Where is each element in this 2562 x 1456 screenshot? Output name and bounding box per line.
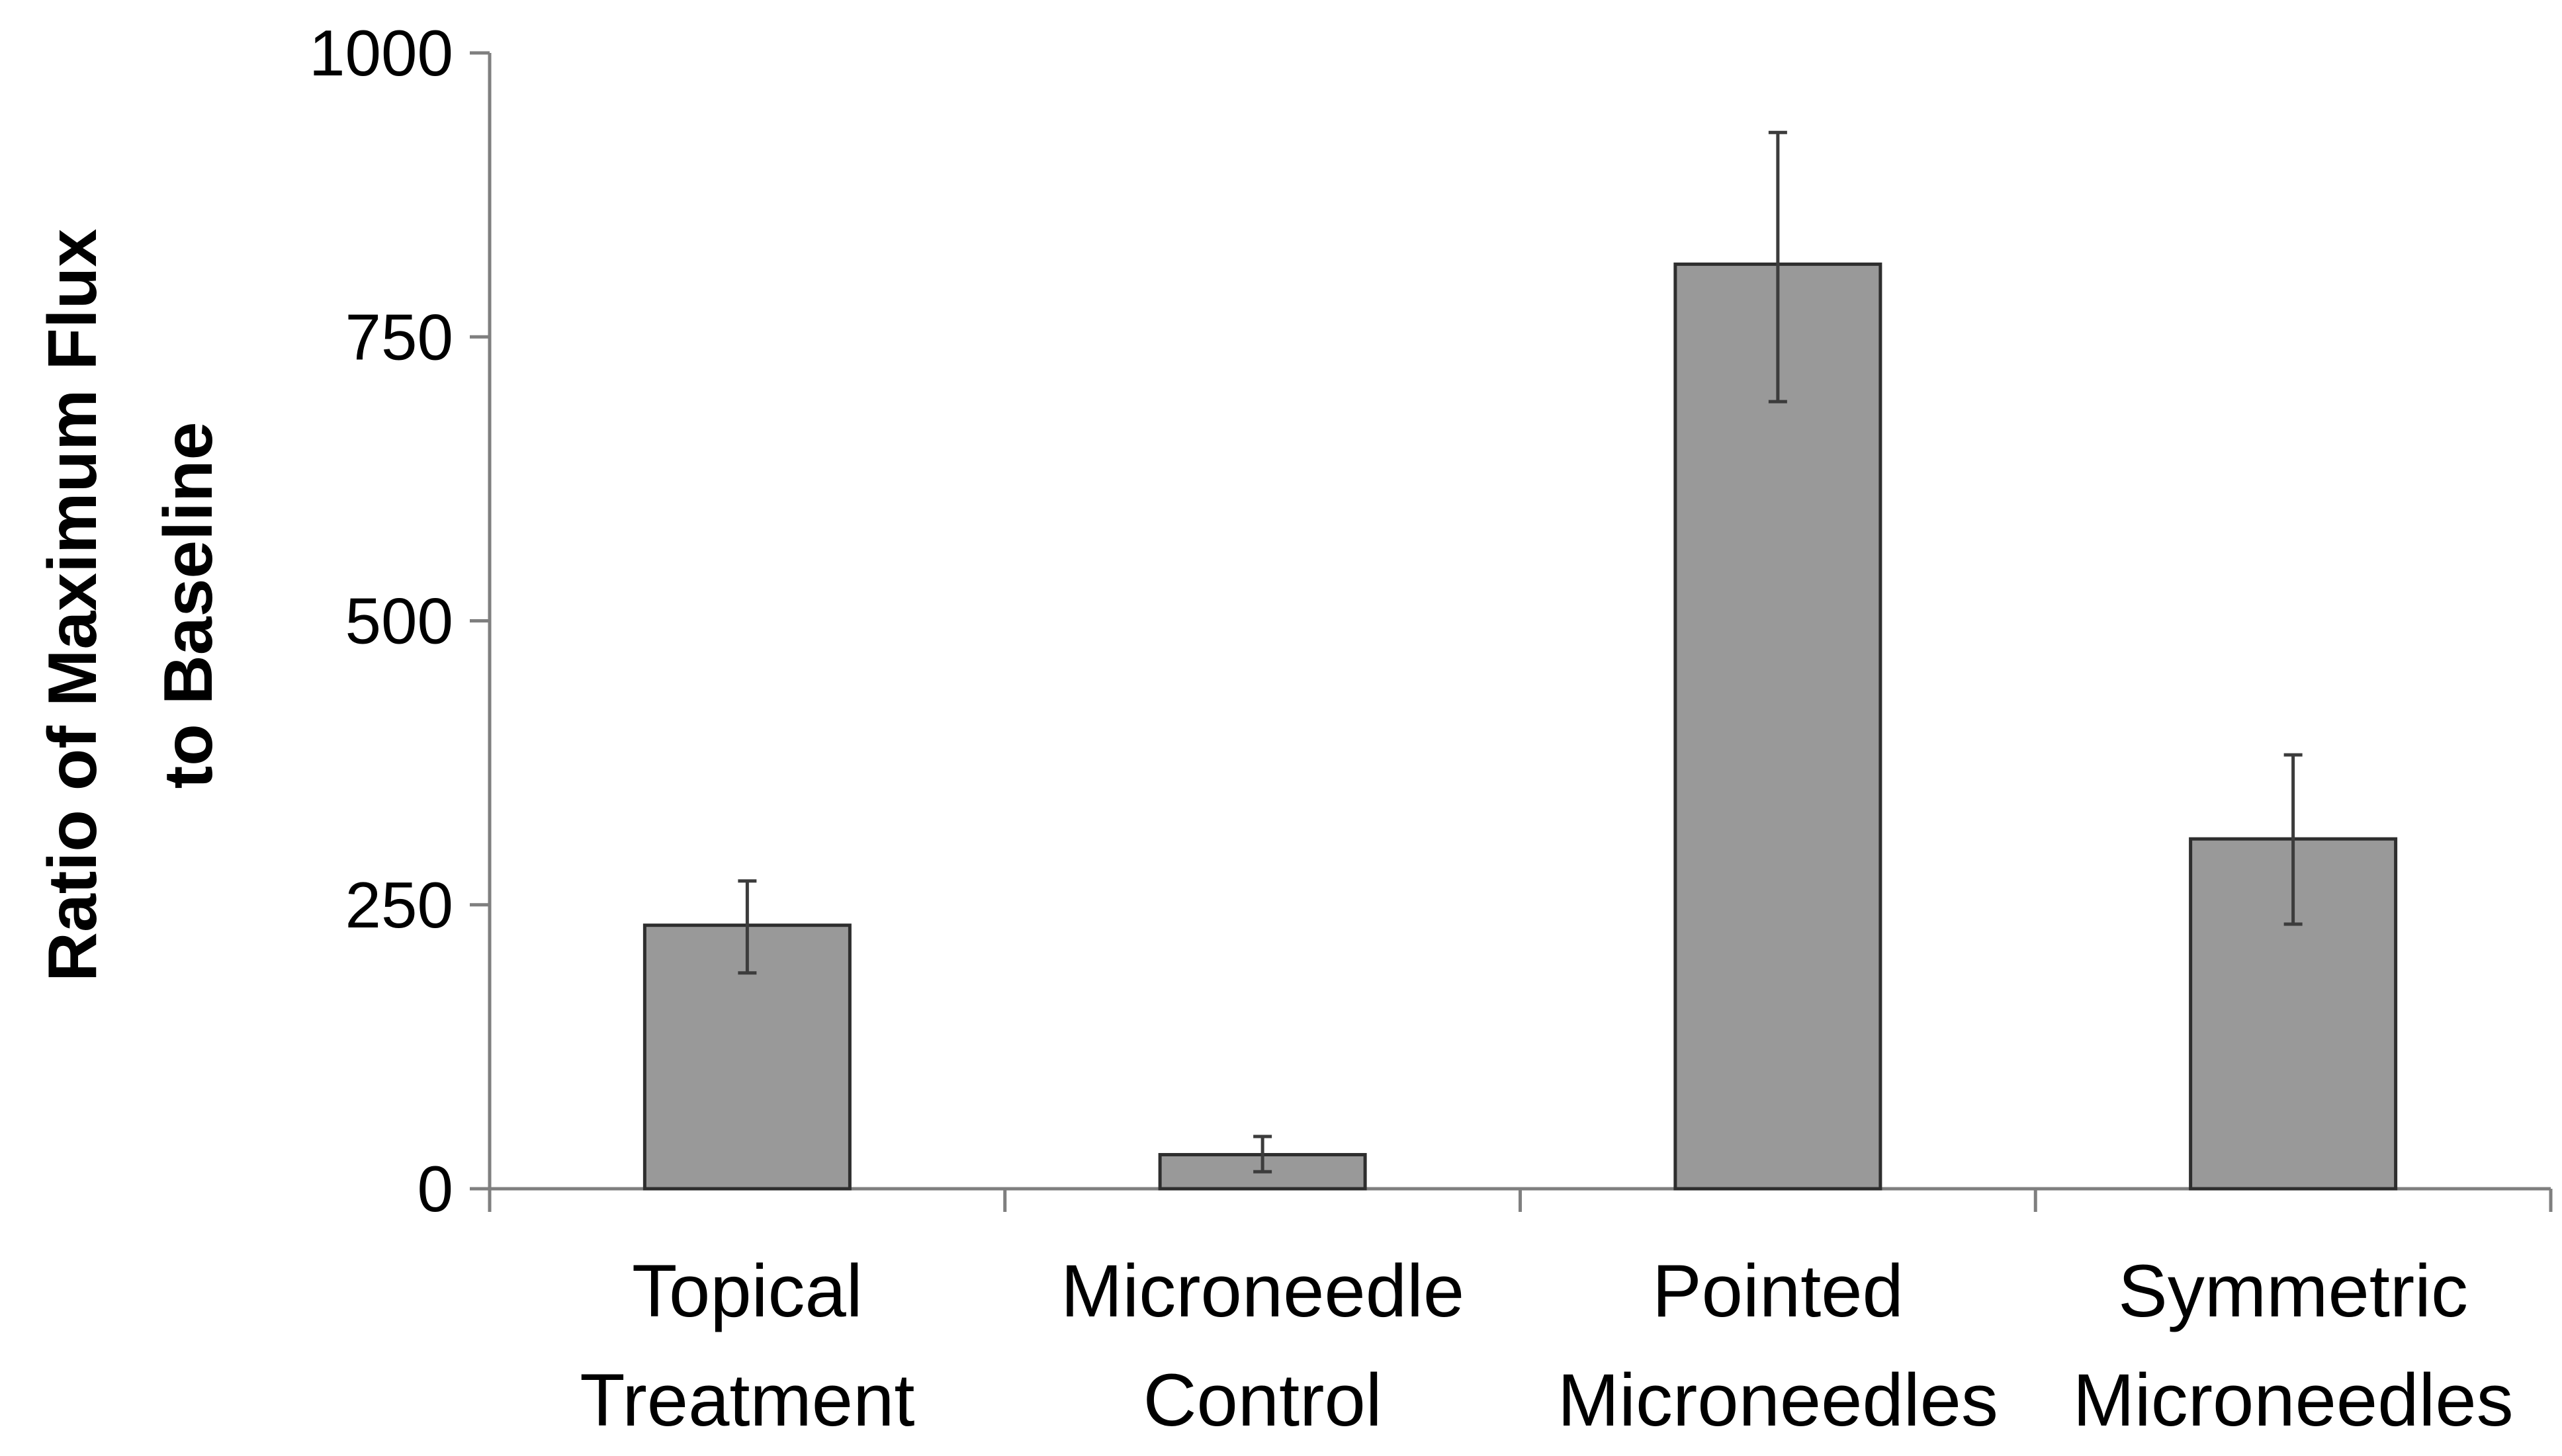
- y-ticks: 0 250 500 750 1000: [309, 17, 490, 1225]
- y-tick-label: 750: [345, 300, 453, 373]
- x-tick-label: Control: [1143, 1359, 1382, 1441]
- error-bars: [738, 130, 2303, 1174]
- y-tick-label: 500: [345, 585, 453, 658]
- y-axis-title: Ratio of Maximum Flux to Baseline: [34, 229, 227, 982]
- x-tick-label: Microneedle: [1061, 1250, 1464, 1332]
- x-tick-label: Microneedles: [2073, 1359, 2514, 1441]
- x-tick-labels: Topical Treatment Microneedle Control Pointe…: [580, 1250, 2513, 1441]
- y-axis-title-line: to Baseline: [150, 422, 227, 789]
- x-tick-label: Topical: [632, 1250, 863, 1332]
- bars: [642, 262, 2398, 1191]
- x-tick-label: Treatment: [580, 1359, 914, 1441]
- x-tick-label: Pointed: [1652, 1250, 1904, 1332]
- y-axis-title-line: Ratio of Maximum Flux: [34, 229, 111, 982]
- x-tick-label: Microneedles: [1558, 1359, 1998, 1441]
- y-tick-label: 250: [345, 869, 453, 941]
- y-tick-label: 0: [417, 1152, 453, 1225]
- x-tick-label: Symmetric: [2118, 1250, 2468, 1332]
- y-tick-label: 1000: [309, 17, 453, 89]
